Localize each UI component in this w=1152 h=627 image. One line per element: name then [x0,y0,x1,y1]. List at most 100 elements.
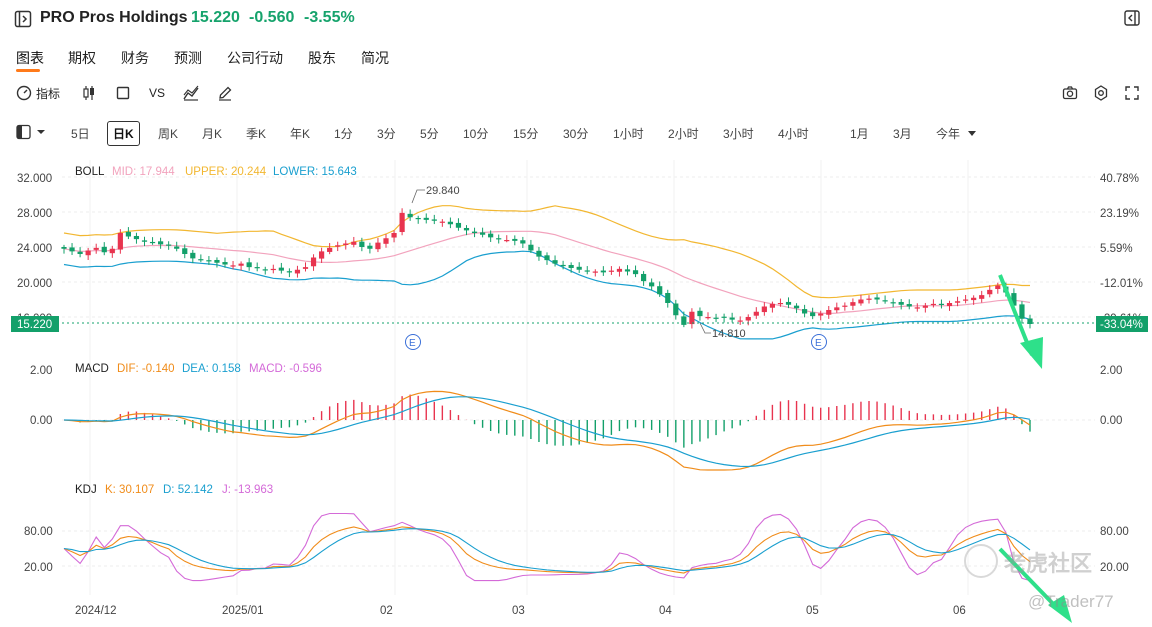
candle-body [488,233,494,238]
period-selector: 5日 日K 周K 月K 季K 年K 1分 3分 5分 10分 15分 30分 1… [0,120,1152,146]
candle-body [61,247,67,249]
candle-body [423,217,429,220]
candle-body [246,262,252,268]
period-3min[interactable]: 3分 [377,127,396,141]
period-quarterly[interactable]: 季K [246,127,267,141]
period-weekly[interactable]: 周K [158,127,179,141]
candle-body [914,307,920,309]
period-5d[interactable]: 5日 [71,127,90,141]
candle-body [447,221,453,225]
candle-body [166,244,172,246]
period-1month[interactable]: 1月 [850,127,869,141]
candle-body [576,266,582,270]
candle-body [874,297,880,300]
period-4h[interactable]: 4小时 [778,127,809,141]
period-ytd[interactable]: 今年 [936,125,977,142]
layout-toggle[interactable] [16,124,46,143]
x-axis-label: 04 [659,605,672,617]
candle-body [673,303,679,316]
candle-body [906,304,912,307]
settings-icon[interactable] [1093,84,1109,102]
fullscreen-icon[interactable] [1125,84,1139,102]
square-icon[interactable] [116,84,130,102]
stock-chart[interactable]: BOLL MID: 17.944 UPPER: 20.244 LOWER: 15… [0,155,1152,625]
candle-body [190,252,196,259]
vs-button[interactable]: VS [149,86,166,100]
boll-right-tick: 23.19% [1100,208,1139,220]
candle-body [174,246,180,249]
period-3month[interactable]: 3月 [893,127,912,141]
candle-body [737,320,743,322]
earnings-marker[interactable] [811,334,827,350]
candle-body [504,240,510,242]
tab-forecast[interactable]: 预测 [174,50,202,66]
candle-body [286,271,292,273]
period-yearly[interactable]: 年K [290,127,311,141]
candle-body [842,305,848,307]
indicators-label: 指标 [36,86,61,101]
tab-shareholders[interactable]: 股东 [308,50,336,66]
candle-body [624,269,631,272]
candlestick-icon[interactable] [82,84,96,102]
candle-body [834,307,840,311]
candle-body [858,299,864,304]
macd-histogram [71,394,1031,448]
period-monthly[interactable]: 月K [202,127,223,141]
annotation-arrow [998,547,1062,613]
earnings-marker[interactable] [405,334,421,350]
candle-body [753,311,759,316]
pen-icon[interactable] [217,84,233,102]
watermark-brand: 老虎社区 [1004,551,1093,576]
camera-icon[interactable] [1062,84,1078,102]
candle-body [222,262,228,265]
period-daily[interactable]: 日K [107,121,140,146]
period-2h[interactable]: 2小时 [668,127,699,141]
macd-dea-label: DEA: 0.158 [182,363,241,375]
boll-right-tick: 5.59% [1100,243,1133,255]
candle-body [729,317,735,320]
macd-legend-name: MACD [75,363,109,375]
boll-left-tick: 20.000 [17,278,52,290]
period-30min[interactable]: 30分 [563,127,589,141]
annotation-arrowhead [1020,337,1043,369]
period-10min[interactable]: 10分 [463,127,489,141]
period-5min[interactable]: 5分 [420,127,439,141]
candle-body [149,241,156,244]
period-1min[interactable]: 1分 [334,127,353,141]
panel-expand-icon[interactable] [14,10,32,28]
tab-chart[interactable]: 图表 [16,50,44,66]
period-15min[interactable]: 15分 [513,127,539,141]
current-price-label: 15.220 [17,319,52,331]
annotation-arrowhead [1048,595,1072,623]
candle-body [93,247,99,250]
tab-corporate-actions[interactable]: 公司行动 [227,50,283,66]
candle-body [77,251,83,254]
candle-body [705,317,711,319]
indicators-button[interactable]: 指标 [16,84,60,102]
stock-change-pct: -3.55% [304,9,355,26]
kdj-left-tick: 20.00 [24,562,53,574]
tab-options[interactable]: 期权 [68,50,96,66]
macd-left-tick: 2.00 [30,365,52,377]
boll-mid-label: MID: 17.944 [112,166,175,178]
current-pct-label: -33.04% [1100,319,1143,331]
tab-financials[interactable]: 财务 [121,50,149,66]
candle-body [657,286,663,295]
x-axis-label: 02 [380,605,393,617]
candle-body [471,231,478,233]
candle-body [689,311,695,325]
compare-chart-icon[interactable] [183,84,199,102]
panel-collapse-icon[interactable] [1124,10,1140,26]
tab-profile[interactable]: 简况 [361,50,389,66]
period-3h[interactable]: 3小时 [723,127,754,141]
candle-body [721,316,727,318]
candle-body [310,257,317,267]
boll-left-tick: 28.000 [17,208,52,220]
candle-body [971,297,977,301]
candle-body [946,303,953,307]
period-1h[interactable]: 1小时 [613,127,644,141]
candle-body [367,245,373,249]
candle-body [963,299,969,301]
candle-body [600,270,606,273]
candle-body [375,242,381,250]
